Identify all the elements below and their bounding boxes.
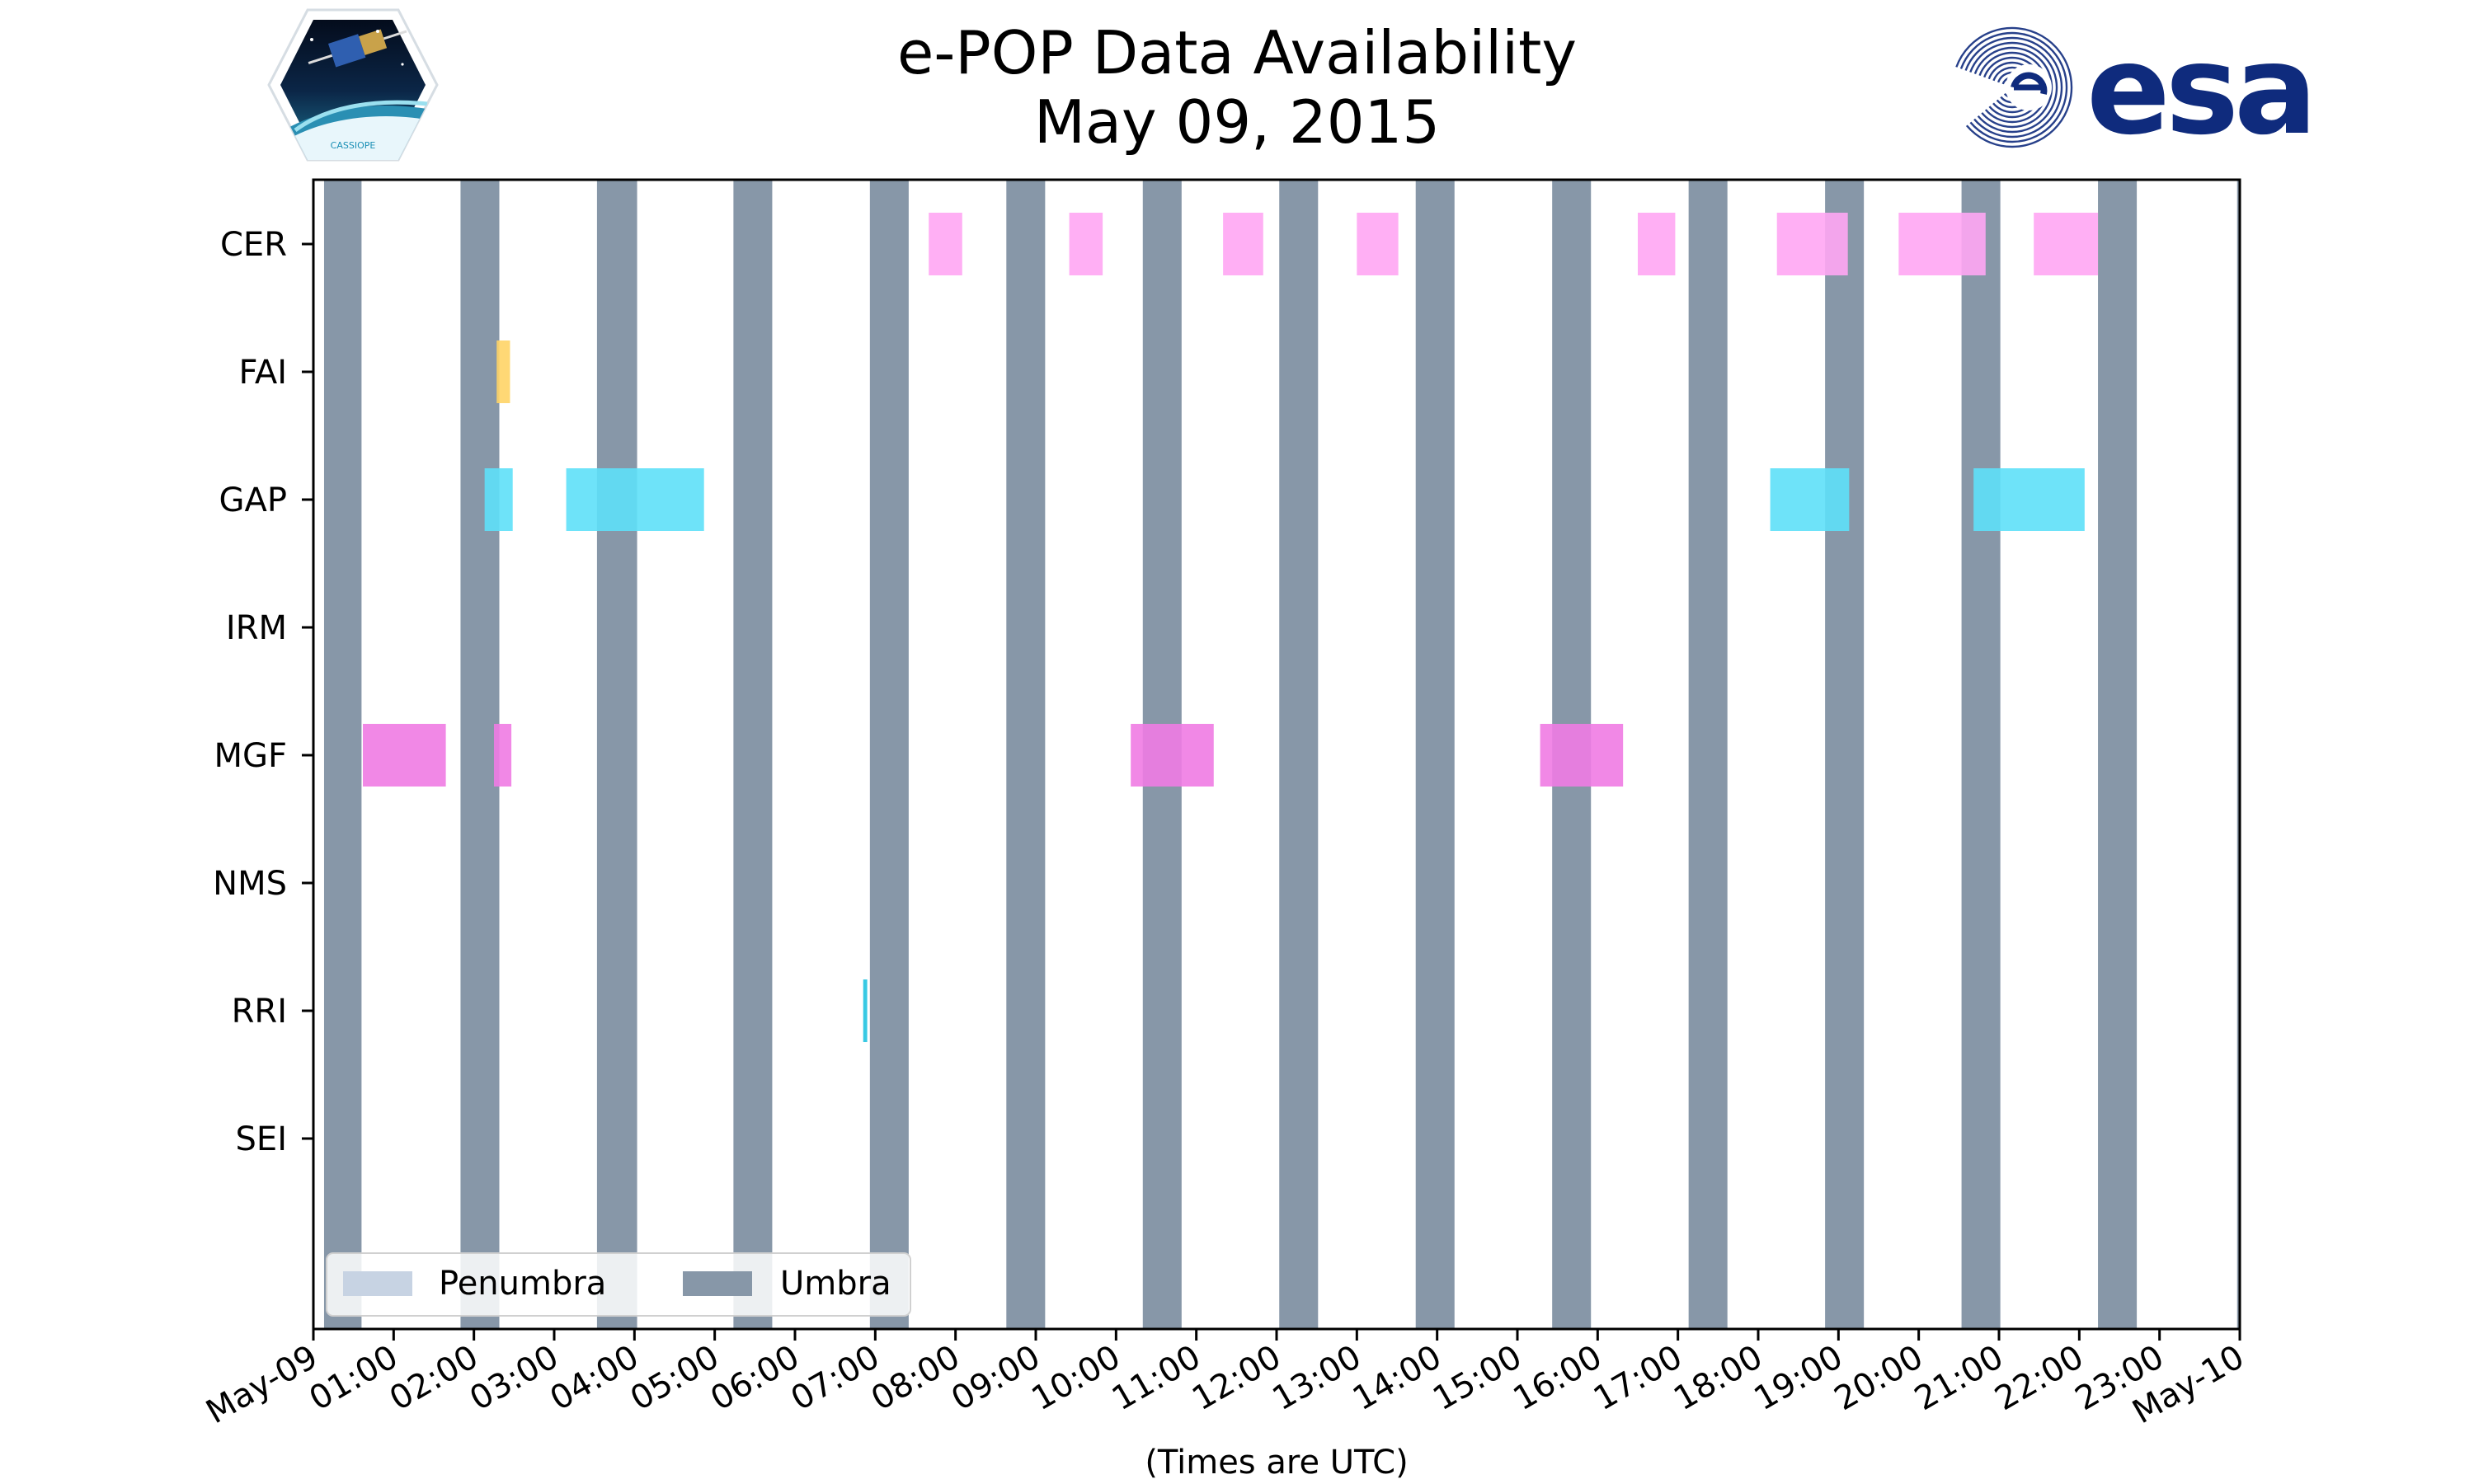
esa-swirl-arc [1973,46,2053,129]
x-tick-label: 06:00 [704,1338,806,1418]
esa-logo: esa [1955,21,2317,153]
umbra-band [460,180,500,1329]
umbra-band [1415,180,1455,1329]
legend-umbra-label: Umbra [780,1265,891,1303]
umbra-band [1825,180,1865,1329]
x-tick-label: 04:00 [543,1338,645,1418]
mgf-availability-bar [1540,724,1624,787]
y-tick-label-nms: NMS [213,865,287,903]
x-tick-label: 20:00 [1828,1338,1930,1418]
cer-availability-bar [1069,213,1103,275]
x-tick-label: 17:00 [1587,1338,1689,1418]
x-tick-label: 02:00 [383,1338,485,1418]
esa-swirl-arc [1969,41,2058,134]
cer-availability-bar [1776,213,1848,275]
legend-penumbra-label: Penumbra [439,1265,606,1303]
cassiope-mission-logo: CASSIOPE [267,8,439,162]
esa-swirl-emblem [1955,26,2073,148]
umbra-band [1279,180,1319,1329]
legend-umbra-swatch [683,1271,752,1296]
x-tick-label: 01:00 [303,1338,404,1418]
x-tick-label: 19:00 [1747,1338,1849,1418]
y-tick-label-mgf: MGF [214,737,287,775]
legend-box [326,1252,911,1317]
umbra-band [596,180,637,1329]
cer-availability-bar [1357,213,1399,275]
esa-swirl-arc [1959,31,2068,143]
cer-availability-bar [1898,213,1986,275]
cer-availability-bar [1638,213,1676,275]
umbra-band [733,180,773,1329]
cassiope-logo-caption: CASSIOPE [331,140,376,151]
cer-availability-bar [2034,213,2099,275]
x-tick-label: 07:00 [784,1338,886,1418]
y-tick-label-fai: FAI [239,354,288,392]
chart-title: e-POP Data Availability [897,18,1577,87]
cer-availability-bar [929,213,962,275]
x-axis-label: (Times are UTC) [1145,1444,1408,1482]
legend[interactable]: Penumbra Umbra [326,1252,911,1317]
gap-availability-bar [1770,468,1850,531]
umbra-band [323,180,362,1329]
mgf-availability-bar [1131,724,1214,787]
fai-availability-bar [496,340,510,403]
x-tick-label: 14:00 [1347,1338,1448,1418]
x-tick-label: 08:00 [865,1338,967,1418]
chart-subtitle: May 09, 2015 [1033,87,1441,157]
x-tick-label: 03:00 [463,1338,565,1418]
umbra-band [1688,180,1728,1329]
x-tick-label: 22:00 [1988,1338,2090,1418]
rri-availability-bar [863,979,868,1042]
umbra-band [1006,180,1046,1329]
esa-swirl-arc [1964,36,2063,139]
gap-availability-bar [1973,468,2085,531]
x-tick-label: 13:00 [1266,1338,1367,1418]
x-tick-label: 16:00 [1507,1338,1608,1418]
gap-availability-bar [566,468,704,531]
x-tick-label: 11:00 [1106,1338,1207,1418]
umbra-band [2098,180,2138,1329]
esa-swirl-e [2011,72,2048,95]
gap-availability-bar [484,468,513,531]
y-tick-label-gap: GAP [219,481,287,519]
umbra-band [869,180,909,1329]
mgf-availability-bar [494,724,512,787]
umbra-band [2236,180,2240,1329]
mgf-availability-bar [363,724,446,787]
x-tick-label: 09:00 [945,1338,1047,1418]
x-tick-label: 12:00 [1186,1338,1287,1418]
y-tick-label-cer: CER [220,226,287,264]
x-tick-label: 05:00 [624,1338,726,1418]
x-tick-label: 21:00 [1908,1338,2010,1418]
esa-logo-text: esa [2086,21,2312,153]
y-tick-label-sei: SEI [236,1120,287,1158]
legend-penumbra-swatch [343,1271,412,1296]
y-axis: CER FAI GAP IRM MGF NMS RRI SEI [213,226,313,1158]
umbra-band [1961,180,2001,1329]
x-tick-label: 10:00 [1025,1338,1126,1418]
y-tick-label-rri: RRI [232,993,287,1031]
umbra-layer [323,180,2240,1329]
x-axis: May-0901:0002:0003:0004:0005:0006:0007:0… [200,1329,2251,1431]
instrument-series-layer [363,213,2099,1042]
cer-availability-bar [1223,213,1263,275]
x-tick-label: 15:00 [1427,1338,1528,1418]
y-tick-label-irm: IRM [226,609,287,647]
esa-swirl-arc [1955,26,2073,148]
x-tick-label: 18:00 [1667,1338,1769,1418]
